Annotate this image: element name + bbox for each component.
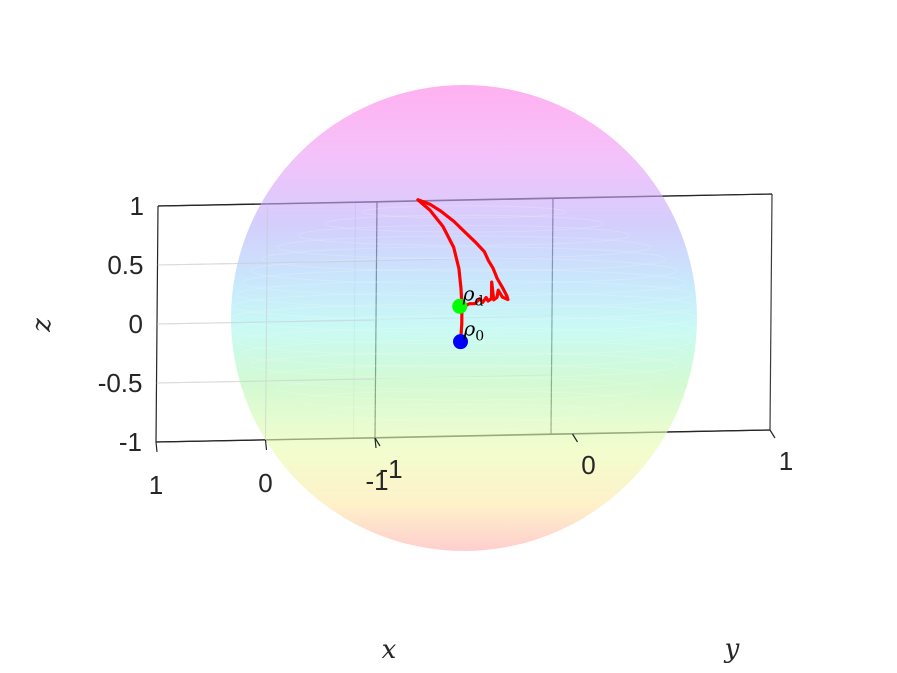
y-tick-mark (374, 437, 381, 447)
y-tick-label: -1 (379, 454, 402, 484)
marker-label-rho-0: ρ0 (463, 317, 485, 345)
marker-rho-d (452, 298, 468, 314)
bloch-sphere-surface (231, 85, 697, 551)
x-tick-mark (264, 439, 268, 451)
z-tick-label: 0.5 (107, 250, 143, 280)
marker-rho-0 (453, 334, 469, 350)
y-tick-label: 1 (779, 446, 793, 476)
x-tick-mark (374, 437, 377, 449)
marker-label-rho-d: ρd (462, 281, 484, 309)
x-tick-label: 1 (149, 470, 163, 500)
y-tick-label: 0 (581, 450, 595, 480)
z-axis-label: z (27, 318, 57, 333)
y-tick-mark (571, 433, 579, 443)
z-tick-label: -1 (119, 427, 142, 457)
front-grid (156, 203, 377, 441)
x-tick-label: -1 (365, 466, 388, 496)
x-axis-label: x (382, 635, 397, 665)
y-axis-label: y (724, 634, 740, 664)
z-tick-label: 1 (130, 191, 144, 221)
z-tick-label: -0.5 (98, 368, 143, 398)
x-tick-mark (155, 441, 158, 453)
z-tick-label: 0 (129, 309, 143, 339)
trajectory-line (416, 198, 510, 344)
y-tick-mark (769, 429, 776, 439)
x-tick-label: 0 (258, 468, 272, 498)
